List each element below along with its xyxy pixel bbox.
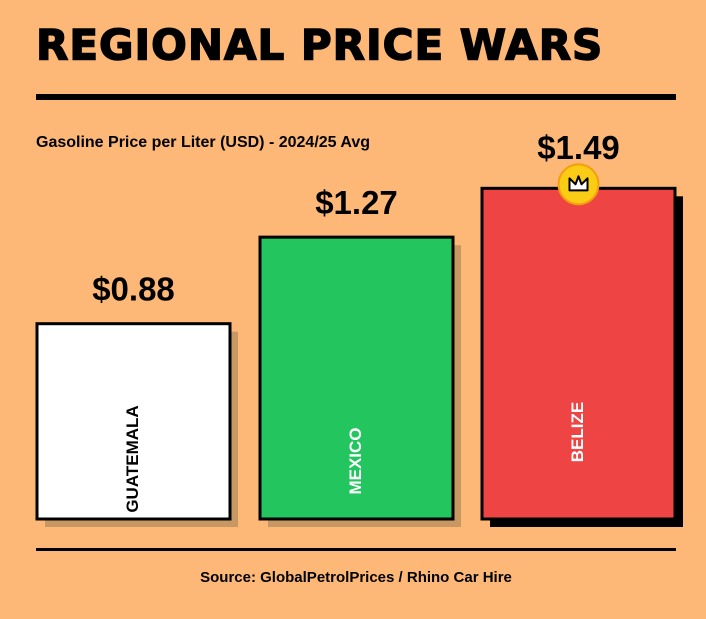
- source: Source: GlobalPetrolPrices / Rhino Car H…: [200, 569, 512, 586]
- badge-icon: [568, 175, 589, 192]
- chart-title: REGIONAL PRICE WARS: [36, 21, 603, 70]
- bar: [480, 186, 677, 521]
- category-label: GUATEMALA: [123, 405, 142, 512]
- chart-subtitle: Gasoline Price per Liter (USD) - 2024/25…: [36, 134, 370, 151]
- bar: [35, 322, 232, 521]
- divider: [36, 548, 676, 551]
- value-label: $0.88: [92, 270, 175, 307]
- category-label: MEXICO: [346, 427, 365, 494]
- value-label: $1.49: [537, 129, 620, 166]
- divider: [36, 94, 676, 100]
- category-label: BELIZE: [568, 402, 587, 462]
- bar: [258, 235, 455, 521]
- value-label: $1.27: [315, 184, 398, 221]
